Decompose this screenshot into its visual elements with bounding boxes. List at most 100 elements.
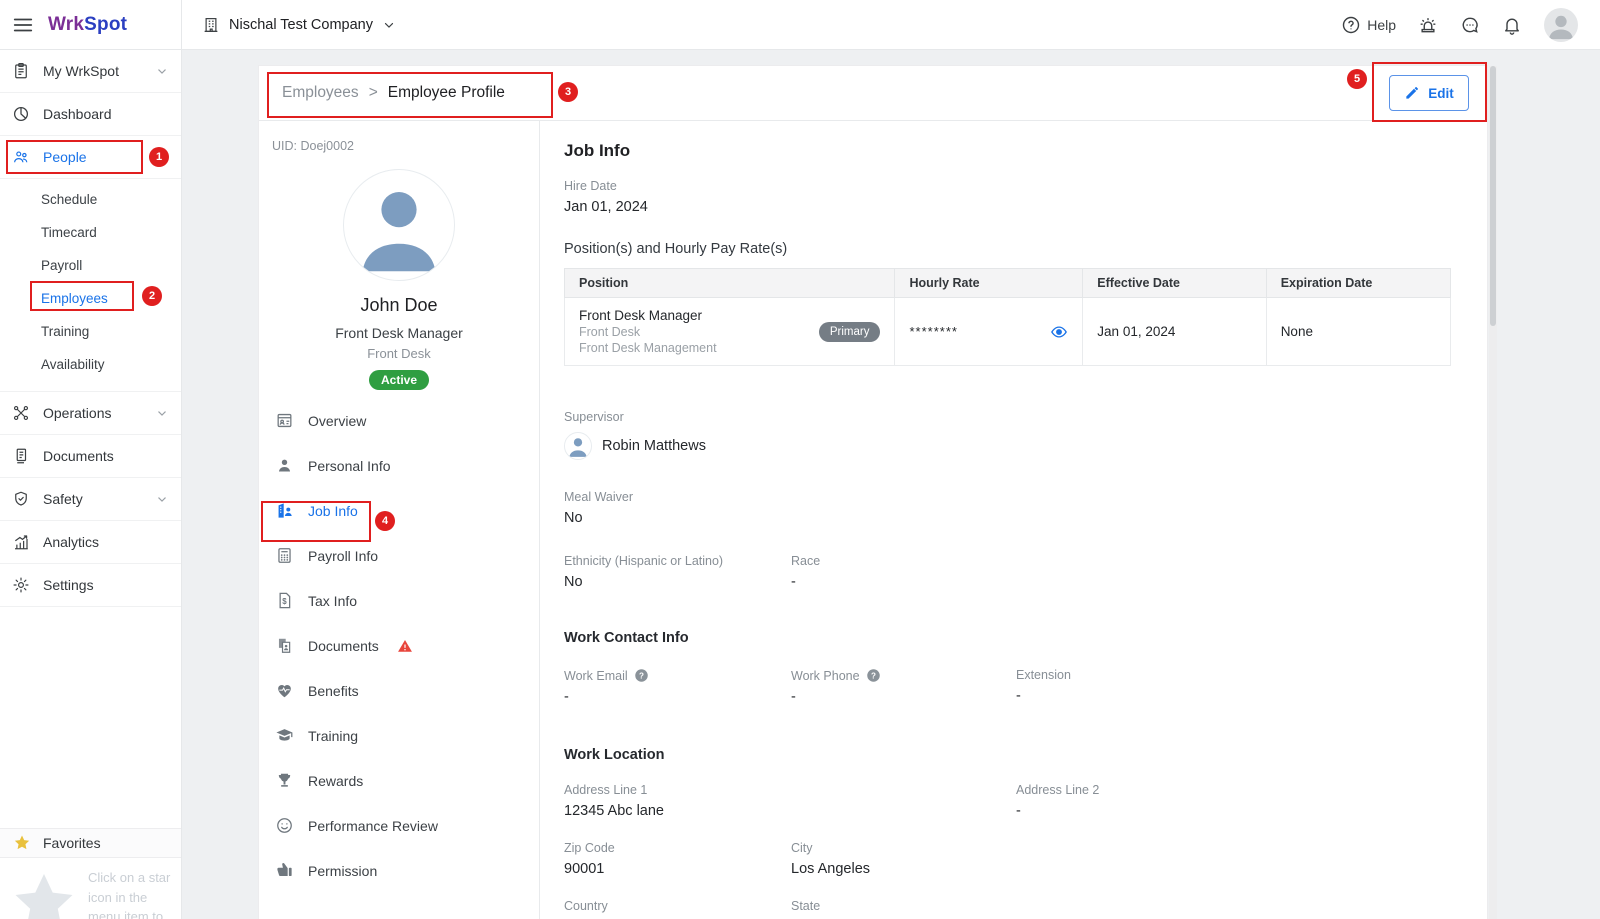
hourly-rate-cell: ******** bbox=[894, 297, 1084, 366]
profile-tab-label: Tax Info bbox=[308, 592, 358, 609]
sidebar-item-my-wrkspot[interactable]: My WrkSpot bbox=[0, 50, 181, 93]
topbar-actions: Help bbox=[1341, 7, 1600, 42]
profile-tab-training[interactable]: Training bbox=[259, 713, 539, 758]
job-info-panel: Job Info Hire Date Jan 01, 2024 Position… bbox=[540, 121, 1487, 919]
scrollbar-thumb[interactable] bbox=[1490, 66, 1496, 326]
profile-tab-payroll-info[interactable]: Payroll Info bbox=[259, 533, 539, 578]
meal-waiver-field: Meal Waiver No bbox=[564, 490, 1451, 526]
performance-icon bbox=[275, 816, 294, 835]
profile-tab-tax-info[interactable]: $ Tax Info bbox=[259, 578, 539, 623]
sidebar-item-safety[interactable]: Safety bbox=[0, 478, 181, 521]
profile-tab-label: Permission bbox=[308, 862, 378, 879]
race-field: Race - bbox=[791, 554, 1016, 590]
supervisor-field: Supervisor Robin Matthews bbox=[564, 410, 1451, 460]
sidebar-item-dashboard[interactable]: Dashboard bbox=[0, 93, 181, 136]
eye-icon[interactable] bbox=[1050, 323, 1068, 341]
profile-tab-label: Documents bbox=[308, 637, 379, 654]
address-row: Address Line 1 12345 Abc lane Address Li… bbox=[564, 783, 1451, 819]
city-field: City Los Angeles bbox=[791, 841, 1016, 877]
sidebar-item-settings[interactable]: Settings bbox=[0, 564, 181, 607]
help-button[interactable]: Help bbox=[1341, 15, 1396, 35]
svg-text:?: ? bbox=[871, 671, 876, 680]
ethnicity-value: No bbox=[564, 574, 583, 590]
sidebar-item-training[interactable]: Training bbox=[0, 315, 181, 348]
operations-icon bbox=[12, 404, 30, 422]
company-selector[interactable]: Nischal Test Company bbox=[202, 16, 396, 34]
profile-tab-benefits[interactable]: Benefits bbox=[259, 668, 539, 713]
edit-button[interactable]: Edit bbox=[1389, 75, 1469, 111]
position-role: Front Desk Management bbox=[579, 341, 717, 355]
question-circle-icon[interactable]: ? bbox=[866, 668, 881, 683]
extension-label: Extension bbox=[1016, 668, 1071, 682]
table-row: Front Desk Manager Front Desk Front Desk… bbox=[563, 297, 1452, 366]
sidebar-item-documents[interactable]: Documents bbox=[0, 435, 181, 478]
edit-button-label: Edit bbox=[1428, 85, 1454, 101]
siren-icon[interactable] bbox=[1418, 15, 1438, 35]
work-phone-label-text: Work Phone bbox=[791, 668, 860, 683]
chevron-down-icon bbox=[155, 406, 169, 420]
hamburger-menu-icon[interactable] bbox=[12, 14, 34, 36]
benefits-icon bbox=[275, 681, 294, 700]
chevron-down-icon bbox=[155, 64, 169, 78]
sidebar-item-employees[interactable]: Employees bbox=[0, 282, 181, 315]
race-label: Race bbox=[791, 554, 821, 568]
sidebar-item-analytics[interactable]: Analytics bbox=[0, 521, 181, 564]
question-circle-icon[interactable]: ? bbox=[634, 668, 649, 683]
address2-value: - bbox=[1016, 803, 1021, 819]
annotation-badge-4: 4 bbox=[375, 511, 395, 531]
favorites-section[interactable]: Favorites bbox=[0, 828, 181, 858]
employee-position: Front Desk Manager bbox=[335, 325, 463, 341]
chevron-down-icon bbox=[382, 18, 396, 32]
sidebar-item-label: Training bbox=[41, 324, 90, 339]
sidebar-item-timecard[interactable]: Timecard bbox=[0, 216, 181, 249]
breadcrumb-employees-link[interactable]: Employees bbox=[282, 84, 359, 101]
zip-value: 90001 bbox=[564, 861, 605, 877]
employee-avatar bbox=[343, 169, 455, 281]
address1-label: Address Line 1 bbox=[564, 783, 648, 797]
city-value: Los Angeles bbox=[791, 861, 871, 877]
svg-text:?: ? bbox=[639, 671, 644, 680]
hire-date-field: Hire Date Jan 01, 2024 bbox=[564, 179, 1451, 215]
sidebar-item-label: My WrkSpot bbox=[43, 63, 119, 79]
position-title: Front Desk Manager bbox=[579, 308, 703, 323]
gear-icon bbox=[12, 576, 30, 594]
work-location-section-title: Work Location bbox=[564, 747, 665, 763]
bell-icon[interactable] bbox=[1502, 15, 1522, 35]
extension-value: - bbox=[1016, 688, 1021, 704]
clipboard-icon bbox=[12, 62, 30, 80]
profile-tab-overview[interactable]: Overview bbox=[259, 398, 539, 443]
effective-date-cell: Jan 01, 2024 bbox=[1082, 297, 1267, 366]
profile-tab-performance-review[interactable]: Performance Review bbox=[259, 803, 539, 848]
logo-spot: Spot bbox=[84, 13, 128, 35]
profile-tab-rewards[interactable]: Rewards bbox=[259, 758, 539, 803]
topbar-brand-area: WrkSpot bbox=[0, 0, 182, 49]
race-value: - bbox=[791, 574, 796, 590]
sidebar-item-availability[interactable]: Availability bbox=[0, 348, 181, 381]
sidebar-item-schedule[interactable]: Schedule bbox=[0, 183, 181, 216]
sidebar-item-payroll[interactable]: Payroll bbox=[0, 249, 181, 282]
people-icon bbox=[12, 148, 30, 166]
overview-icon bbox=[275, 411, 294, 430]
profile-tab-documents[interactable]: Documents bbox=[259, 623, 539, 668]
country-field: Country United States bbox=[564, 899, 791, 919]
work-phone-field: Work Phone ? - bbox=[791, 668, 1016, 705]
app-logo: WrkSpot bbox=[48, 14, 127, 36]
positions-section-title: Position(s) and Hourly Pay Rate(s) bbox=[564, 241, 788, 257]
sidebar-item-operations[interactable]: Operations bbox=[0, 392, 181, 435]
profile-tab-personal-info[interactable]: Personal Info bbox=[259, 443, 539, 488]
user-avatar[interactable] bbox=[1544, 7, 1578, 42]
state-field: State CA bbox=[791, 899, 1016, 919]
meal-waiver-value: No bbox=[564, 510, 583, 526]
sidebar: My WrkSpot Dashboard People Schedule Tim… bbox=[0, 50, 182, 919]
work-email-label: Work Email ? bbox=[564, 668, 791, 683]
primary-badge: Primary bbox=[818, 321, 881, 342]
sidebar-item-people[interactable]: People bbox=[0, 136, 181, 179]
annotation-badge-2: 2 bbox=[142, 286, 162, 306]
profile-tab-label: Training bbox=[308, 727, 359, 744]
supervisor-avatar bbox=[564, 432, 592, 460]
profile-tab-permission[interactable]: Permission bbox=[259, 848, 539, 893]
training-icon bbox=[275, 726, 294, 745]
zip-field: Zip Code 90001 bbox=[564, 841, 791, 877]
chat-icon[interactable] bbox=[1460, 15, 1480, 35]
profile-tab-job-info[interactable]: Job Info bbox=[259, 488, 539, 533]
